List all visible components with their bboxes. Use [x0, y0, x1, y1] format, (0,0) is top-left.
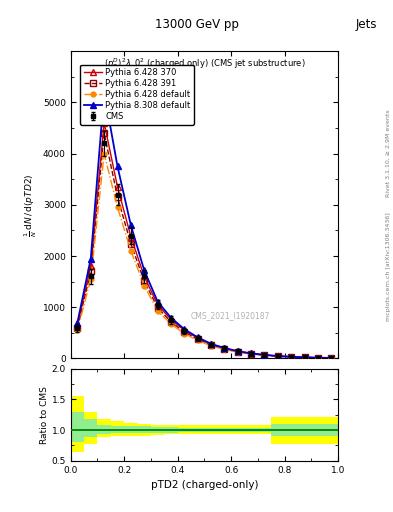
Pythia 6.428 default	[88, 276, 93, 282]
Text: $(p_T^D)^2\lambda\_0^2$ (charged only) (CMS jet substructure): $(p_T^D)^2\lambda\_0^2$ (charged only) (…	[103, 56, 305, 71]
Text: mcplots.cern.ch [arXiv:1306.3436]: mcplots.cern.ch [arXiv:1306.3436]	[386, 212, 391, 321]
Pythia 6.428 default	[222, 346, 227, 352]
Line: Pythia 6.428 370: Pythia 6.428 370	[75, 120, 334, 361]
Pythia 6.428 391	[329, 355, 334, 361]
Pythia 8.308 default	[155, 298, 160, 305]
Line: Pythia 6.428 default: Pythia 6.428 default	[75, 151, 334, 360]
Pythia 6.428 370	[302, 354, 307, 360]
Pythia 8.308 default	[249, 350, 253, 356]
Pythia 6.428 default	[249, 351, 253, 357]
Pythia 6.428 370	[195, 335, 200, 341]
Pythia 6.428 391	[249, 351, 253, 357]
Pythia 6.428 391	[155, 305, 160, 311]
Pythia 6.428 391	[182, 329, 187, 335]
Pythia 8.308 default	[195, 334, 200, 340]
Pythia 6.428 370	[316, 355, 320, 361]
Pythia 6.428 391	[169, 318, 173, 325]
Pythia 6.428 370	[222, 345, 227, 351]
Pythia 6.428 370	[209, 341, 213, 347]
Pythia 6.428 370	[115, 184, 120, 190]
Pythia 6.428 370	[249, 350, 253, 356]
Pythia 8.308 default	[262, 352, 267, 358]
Pythia 6.428 391	[142, 278, 147, 284]
Pythia 6.428 default	[169, 321, 173, 327]
Pythia 6.428 370	[275, 353, 280, 359]
Pythia 6.428 default	[129, 248, 133, 254]
Legend: Pythia 6.428 370, Pythia 6.428 391, Pythia 6.428 default, Pythia 8.308 default, : Pythia 6.428 370, Pythia 6.428 391, Pyth…	[80, 65, 194, 124]
Pythia 6.428 default	[302, 354, 307, 360]
Pythia 8.308 default	[316, 355, 320, 361]
Y-axis label: $\frac{1}{N}\,\mathrm{d}N\,/\,\mathrm{d}(pTD2)$: $\frac{1}{N}\,\mathrm{d}N\,/\,\mathrm{d}…	[22, 173, 39, 237]
Pythia 6.428 default	[209, 343, 213, 349]
Pythia 6.428 370	[142, 273, 147, 280]
Pythia 6.428 370	[329, 355, 334, 361]
Pythia 8.308 default	[222, 345, 227, 351]
Pythia 6.428 default	[182, 331, 187, 337]
Pythia 8.308 default	[209, 341, 213, 347]
Pythia 6.428 default	[155, 308, 160, 314]
Line: Pythia 6.428 391: Pythia 6.428 391	[75, 131, 334, 361]
Pythia 6.428 370	[75, 322, 80, 328]
Pythia 6.428 default	[329, 355, 334, 361]
Pythia 8.308 default	[302, 354, 307, 360]
Pythia 6.428 370	[182, 327, 187, 333]
Pythia 6.428 391	[195, 336, 200, 343]
Pythia 6.428 391	[316, 355, 320, 361]
Pythia 8.308 default	[115, 163, 120, 169]
Pythia 6.428 391	[102, 130, 107, 136]
Pythia 8.308 default	[235, 348, 240, 354]
Pythia 6.428 391	[88, 268, 93, 274]
Pythia 6.428 370	[169, 316, 173, 323]
Pythia 6.428 default	[195, 337, 200, 344]
Pythia 6.428 default	[75, 327, 80, 333]
Pythia 8.308 default	[289, 354, 294, 360]
Y-axis label: Ratio to CMS: Ratio to CMS	[40, 386, 49, 444]
Pythia 6.428 391	[302, 354, 307, 360]
Pythia 6.428 391	[75, 325, 80, 331]
Text: CMS_2021_I1920187: CMS_2021_I1920187	[191, 311, 270, 321]
Pythia 8.308 default	[129, 222, 133, 228]
Pythia 8.308 default	[182, 326, 187, 332]
Pythia 8.308 default	[169, 314, 173, 321]
Pythia 6.428 370	[155, 302, 160, 308]
Pythia 6.428 default	[289, 354, 294, 360]
Pythia 6.428 default	[275, 353, 280, 359]
Pythia 6.428 391	[222, 346, 227, 352]
Pythia 6.428 370	[129, 233, 133, 240]
Pythia 8.308 default	[142, 267, 147, 273]
Pythia 6.428 391	[275, 353, 280, 359]
Pythia 6.428 391	[115, 194, 120, 200]
Pythia 6.428 default	[142, 283, 147, 289]
Text: Rivet 3.1.10, ≥ 2.9M events: Rivet 3.1.10, ≥ 2.9M events	[386, 110, 391, 198]
Pythia 6.428 370	[102, 120, 107, 126]
Pythia 6.428 391	[129, 241, 133, 247]
Pythia 6.428 370	[262, 352, 267, 358]
Pythia 6.428 370	[235, 348, 240, 354]
Pythia 6.428 default	[235, 349, 240, 355]
Pythia 6.428 370	[289, 354, 294, 360]
Pythia 8.308 default	[75, 319, 80, 326]
Pythia 6.428 default	[316, 355, 320, 361]
Pythia 8.308 default	[275, 353, 280, 359]
Pythia 6.428 default	[102, 151, 107, 157]
Text: Jets: Jets	[356, 18, 377, 31]
Pythia 6.428 391	[262, 352, 267, 358]
Pythia 8.308 default	[88, 255, 93, 262]
Pythia 6.428 default	[115, 204, 120, 210]
X-axis label: pTD2 (charged-only): pTD2 (charged-only)	[151, 480, 258, 490]
Pythia 8.308 default	[102, 89, 107, 95]
Pythia 8.308 default	[329, 355, 334, 361]
Pythia 6.428 370	[88, 263, 93, 269]
Pythia 6.428 391	[235, 349, 240, 355]
Pythia 6.428 391	[209, 342, 213, 348]
Pythia 6.428 default	[262, 352, 267, 358]
Text: 13000 GeV pp: 13000 GeV pp	[154, 18, 239, 31]
Line: Pythia 8.308 default: Pythia 8.308 default	[75, 90, 334, 361]
Pythia 6.428 391	[289, 354, 294, 360]
